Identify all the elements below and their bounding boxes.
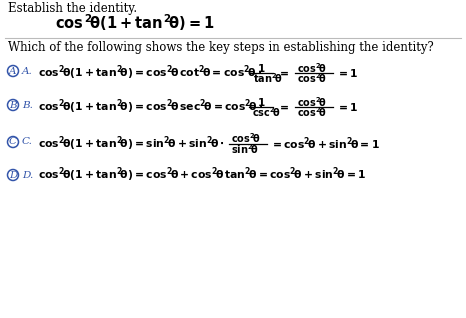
Text: $\mathbf{cos^{\,2}\!\theta(1 + tan^{\,2}\!\theta) = 1}$: $\mathbf{cos^{\,2}\!\theta(1 + tan^{\,2}…	[55, 13, 214, 33]
Text: $\mathbf{cos^2\!\theta}$: $\mathbf{cos^2\!\theta}$	[297, 95, 327, 109]
Text: $\mathbf{cos^2\!\theta}$: $\mathbf{cos^2\!\theta}$	[231, 132, 261, 145]
Text: $\mathbf{cos^2\!\theta(1 + tan^2\!\theta) = sin^2\!\theta + sin^2\!\theta\cdot}$: $\mathbf{cos^2\!\theta(1 + tan^2\!\theta…	[38, 135, 225, 153]
Text: $\mathbf{cos^2\!\theta}$: $\mathbf{cos^2\!\theta}$	[297, 61, 327, 75]
Text: A: A	[9, 66, 17, 75]
Text: D: D	[9, 170, 17, 179]
Text: B: B	[9, 100, 17, 109]
Text: $\mathbf{cos^2\!\theta(1 + tan^2\!\theta) = cos^2\!\theta\, cot^2\!\theta = cos^: $\mathbf{cos^2\!\theta(1 + tan^2\!\theta…	[38, 64, 262, 82]
Text: D.: D.	[22, 170, 33, 179]
Text: $\mathbf{1}$: $\mathbf{1}$	[257, 62, 265, 74]
Text: $\mathbf{1}$: $\mathbf{1}$	[257, 96, 265, 108]
Text: C: C	[9, 137, 17, 147]
Text: $\mathbf{cos^2\!\theta(1 + tan^2\!\theta) = cos^2\!\theta + cos^2\!\theta\,tan^2: $\mathbf{cos^2\!\theta(1 + tan^2\!\theta…	[38, 166, 366, 184]
Text: $\mathbf{=}$: $\mathbf{=}$	[277, 102, 289, 112]
Text: C.: C.	[22, 137, 33, 147]
Text: $\mathbf{= cos^2\!\theta + sin^2\!\theta = 1}$: $\mathbf{= cos^2\!\theta + sin^2\!\theta…	[270, 136, 380, 152]
Text: Which of the following shows the key steps in establishing the identity?: Which of the following shows the key ste…	[8, 41, 434, 54]
Text: $\mathbf{csc^2\!\theta}$: $\mathbf{csc^2\!\theta}$	[252, 106, 281, 119]
Text: A.: A.	[22, 66, 33, 75]
Text: $\mathbf{= 1}$: $\mathbf{= 1}$	[336, 101, 358, 113]
Text: $\mathbf{cos^2\!\theta}$: $\mathbf{cos^2\!\theta}$	[297, 106, 327, 119]
Text: $\mathbf{tan^2\!\theta}$: $\mathbf{tan^2\!\theta}$	[253, 72, 283, 86]
Text: $\mathbf{sin^2\!\theta}$: $\mathbf{sin^2\!\theta}$	[231, 142, 259, 156]
Text: Establish the identity.: Establish the identity.	[8, 2, 137, 15]
Text: $\mathbf{= 1}$: $\mathbf{= 1}$	[336, 67, 358, 79]
Text: $\mathbf{cos^2\!\theta}$: $\mathbf{cos^2\!\theta}$	[297, 72, 327, 86]
Text: B.: B.	[22, 100, 33, 109]
Text: $\mathbf{cos^2\!\theta(1 + tan^2\!\theta) = cos^2\!\theta\, sec^2\!\theta = cos^: $\mathbf{cos^2\!\theta(1 + tan^2\!\theta…	[38, 98, 263, 116]
Text: $\mathbf{=}$: $\mathbf{=}$	[277, 68, 289, 78]
